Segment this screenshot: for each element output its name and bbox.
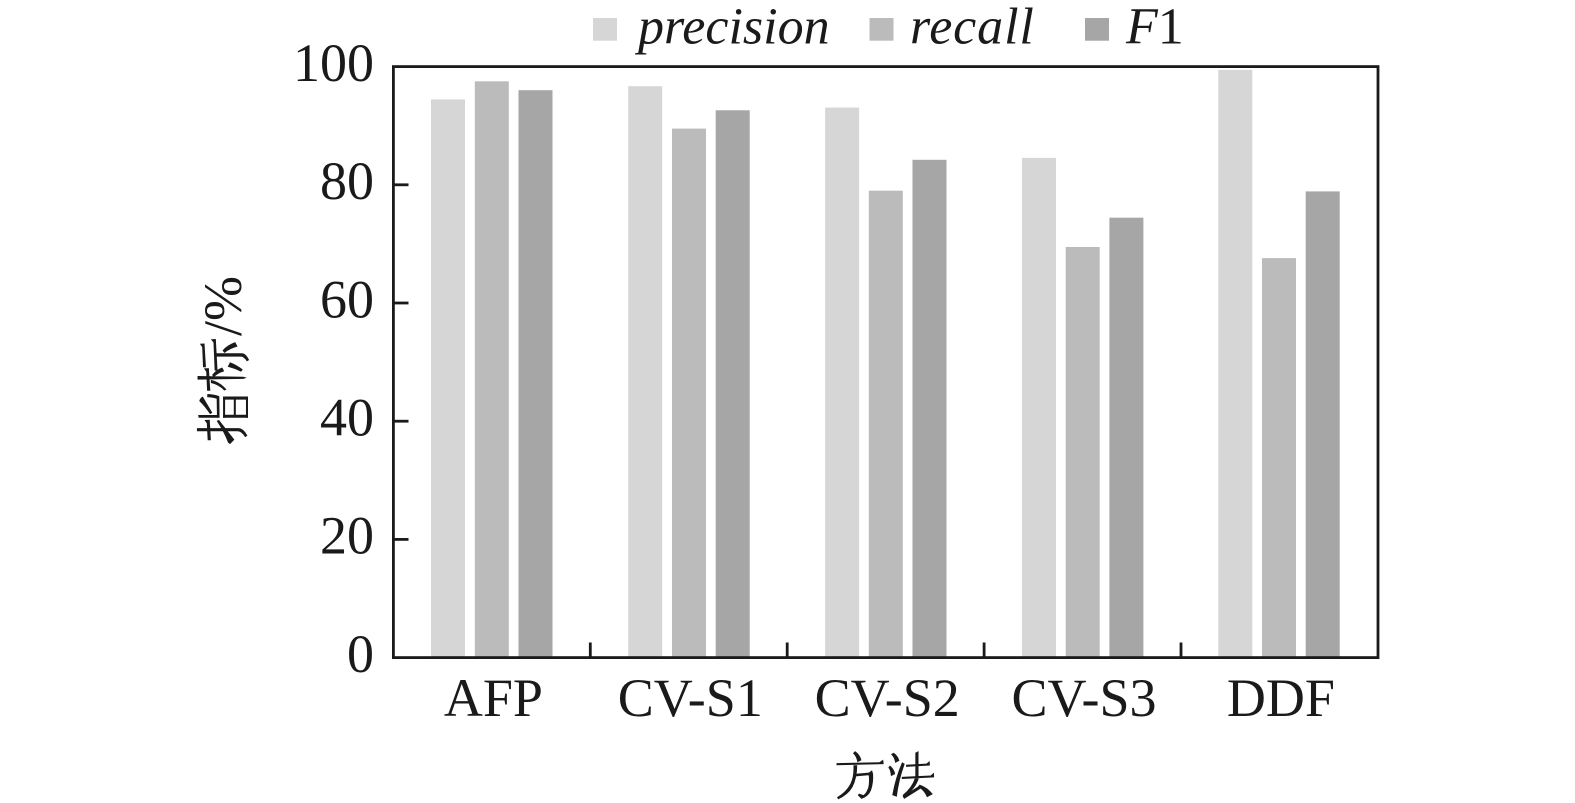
- svg-text:/%: /%: [193, 276, 253, 336]
- svg-text:precision: precision: [634, 0, 830, 56]
- svg-text:recall: recall: [910, 0, 1035, 56]
- svg-text:20: 20: [320, 506, 374, 566]
- svg-text:CV-S3: CV-S3: [1011, 668, 1156, 728]
- svg-text:100: 100: [293, 33, 374, 93]
- svg-text:CV-S1: CV-S1: [618, 668, 763, 728]
- svg-text:CV-S2: CV-S2: [815, 668, 960, 728]
- svg-text:DDF: DDF: [1227, 668, 1335, 728]
- svg-text:F1: F1: [1125, 0, 1184, 56]
- svg-text:AFP: AFP: [444, 668, 543, 728]
- svg-text:60: 60: [320, 269, 374, 329]
- svg-text:0: 0: [347, 624, 374, 684]
- svg-text:40: 40: [320, 388, 374, 448]
- svg-text:80: 80: [320, 151, 374, 211]
